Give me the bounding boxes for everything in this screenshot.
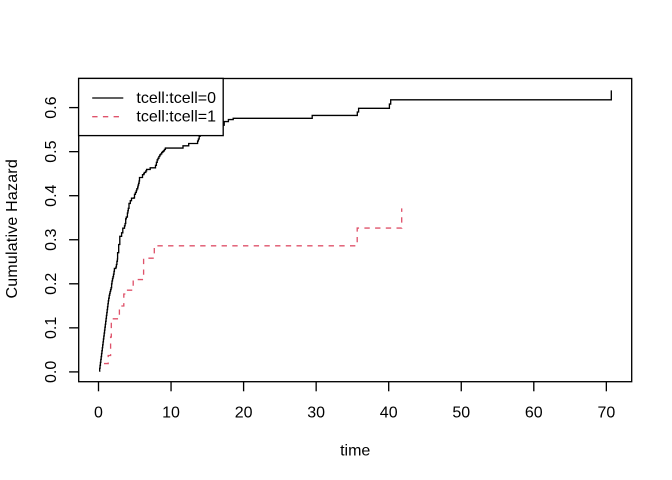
- svg-text:tcell:tcell=1: tcell:tcell=1: [136, 109, 216, 126]
- svg-text:time: time: [340, 443, 370, 460]
- svg-text:0.3: 0.3: [43, 229, 60, 251]
- svg-text:Cumulative Hazard: Cumulative Hazard: [4, 159, 21, 298]
- svg-text:0.2: 0.2: [43, 273, 60, 295]
- svg-text:50: 50: [452, 404, 470, 421]
- svg-text:0.1: 0.1: [43, 317, 60, 339]
- svg-text:0.0: 0.0: [43, 361, 60, 383]
- svg-text:70: 70: [597, 404, 615, 421]
- svg-text:0: 0: [94, 404, 103, 421]
- svg-text:0.5: 0.5: [43, 140, 60, 162]
- svg-text:40: 40: [380, 404, 398, 421]
- svg-text:60: 60: [525, 404, 543, 421]
- svg-text:30: 30: [307, 404, 325, 421]
- svg-text:10: 10: [162, 404, 180, 421]
- svg-text:tcell:tcell=0: tcell:tcell=0: [136, 90, 216, 107]
- svg-text:0.6: 0.6: [43, 96, 60, 118]
- svg-text:0.4: 0.4: [43, 184, 60, 206]
- svg-text:20: 20: [235, 404, 253, 421]
